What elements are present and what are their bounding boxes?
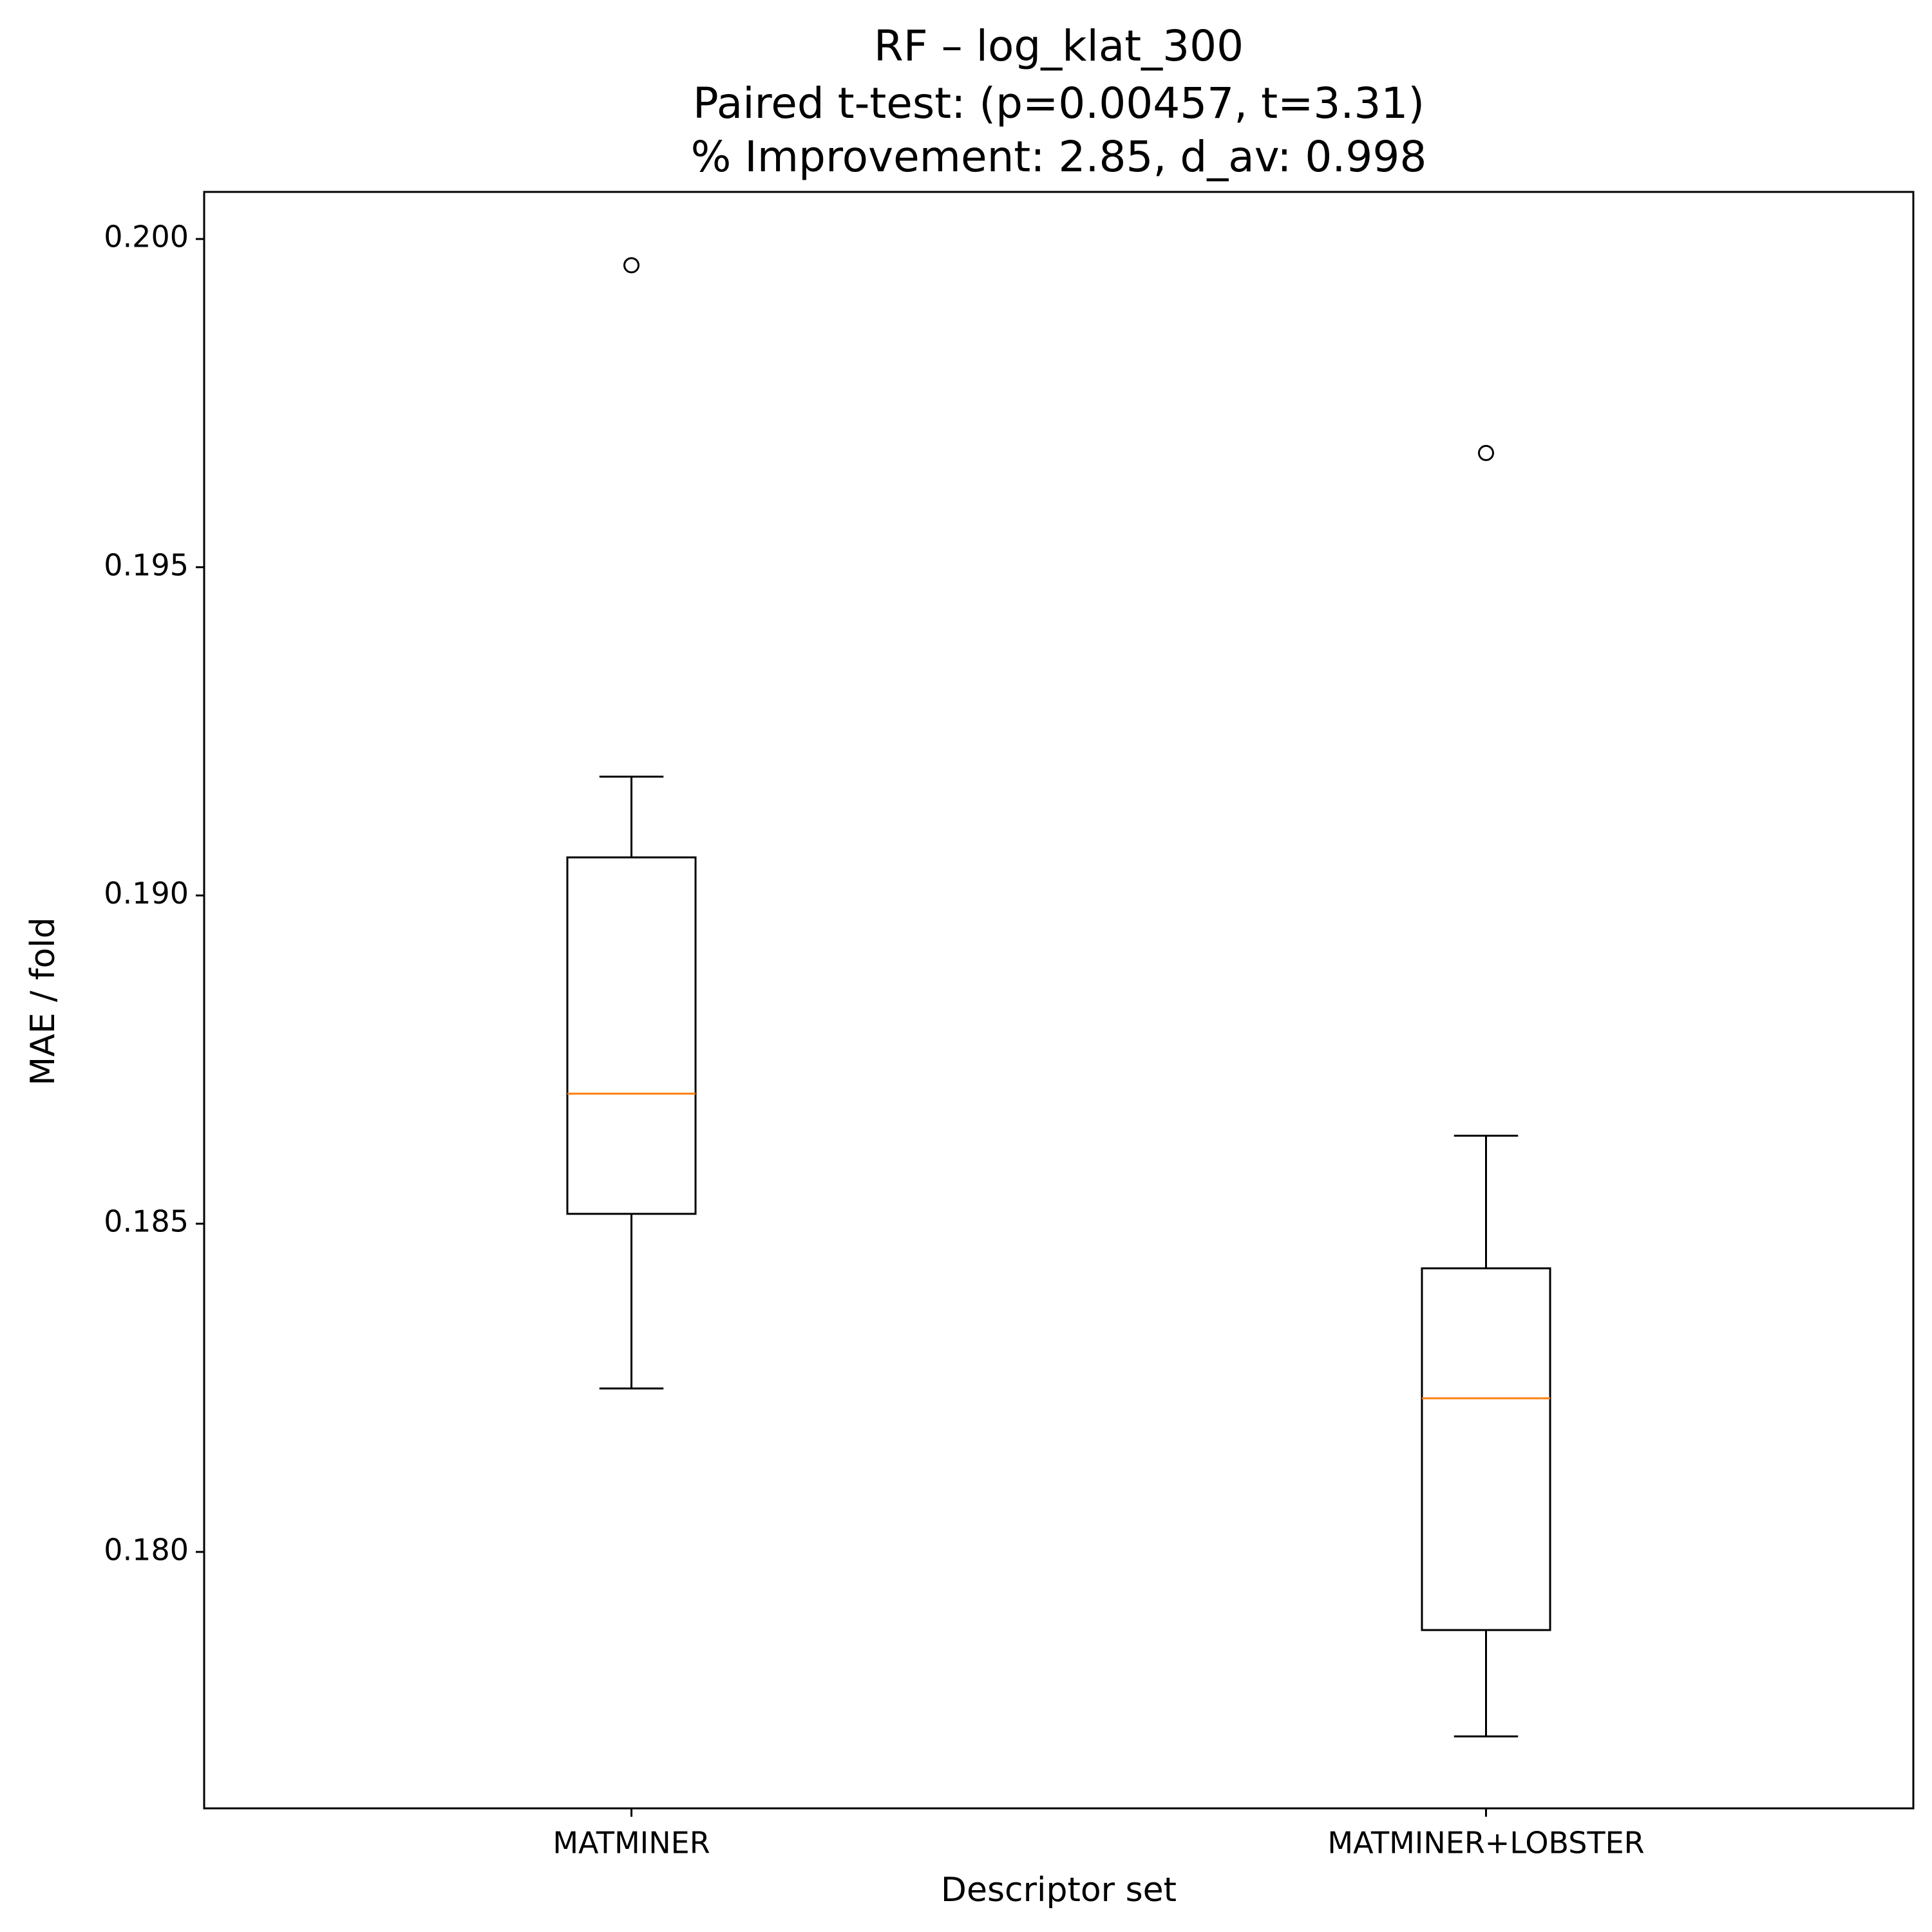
y-tick-label: 0.180: [104, 1532, 189, 1567]
y-tick-label: 0.185: [104, 1204, 189, 1239]
y-tick-label: 0.195: [104, 547, 189, 582]
outlier: [1478, 444, 1494, 461]
chart-title: % Improvement: 2.85, d_av: 0.998: [691, 132, 1427, 182]
y-tick-label: 0.200: [104, 220, 189, 254]
chart-title: Paired t-test: (p=0.00457, t=3.31): [693, 79, 1425, 128]
box: [1421, 1267, 1551, 1631]
y-tick-label: 0.190: [104, 876, 189, 911]
x-tick-label: MATMINER: [553, 1826, 710, 1861]
box: [566, 856, 697, 1215]
x-axis-label: Descriptor set: [941, 1871, 1177, 1909]
plot-frame: [203, 191, 1915, 1810]
outlier: [623, 257, 639, 274]
x-tick-label: MATMINER+LOBSTER: [1327, 1826, 1644, 1861]
chart-title: RF – log_klat_300: [874, 21, 1244, 71]
y-axis-label: MAE / fold: [24, 917, 62, 1085]
